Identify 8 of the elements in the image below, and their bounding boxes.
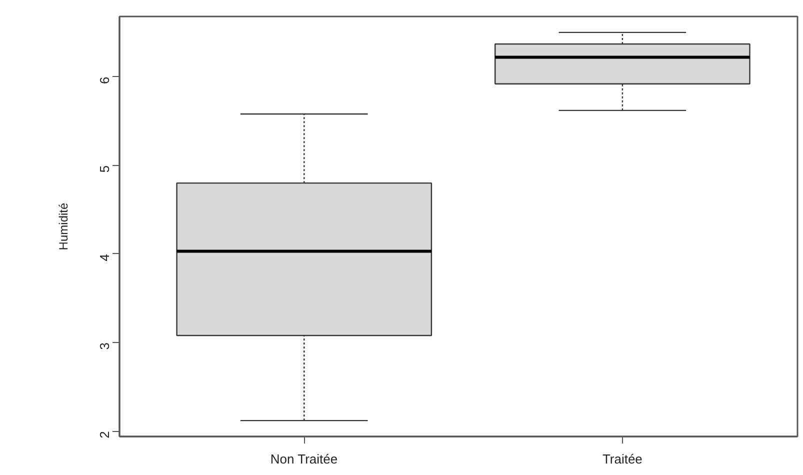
y-tick-label: 4	[97, 254, 112, 262]
y-tick-label: 6	[97, 76, 112, 84]
y-tick-label: 3	[97, 342, 112, 350]
y-tick-label: 2	[97, 431, 112, 438]
x-tick-label: Non Traitée	[270, 452, 338, 466]
y-axis-title: Humidité	[56, 202, 70, 250]
x-tick-label: Traitée	[602, 452, 642, 466]
y-tick-label: 5	[97, 165, 112, 173]
